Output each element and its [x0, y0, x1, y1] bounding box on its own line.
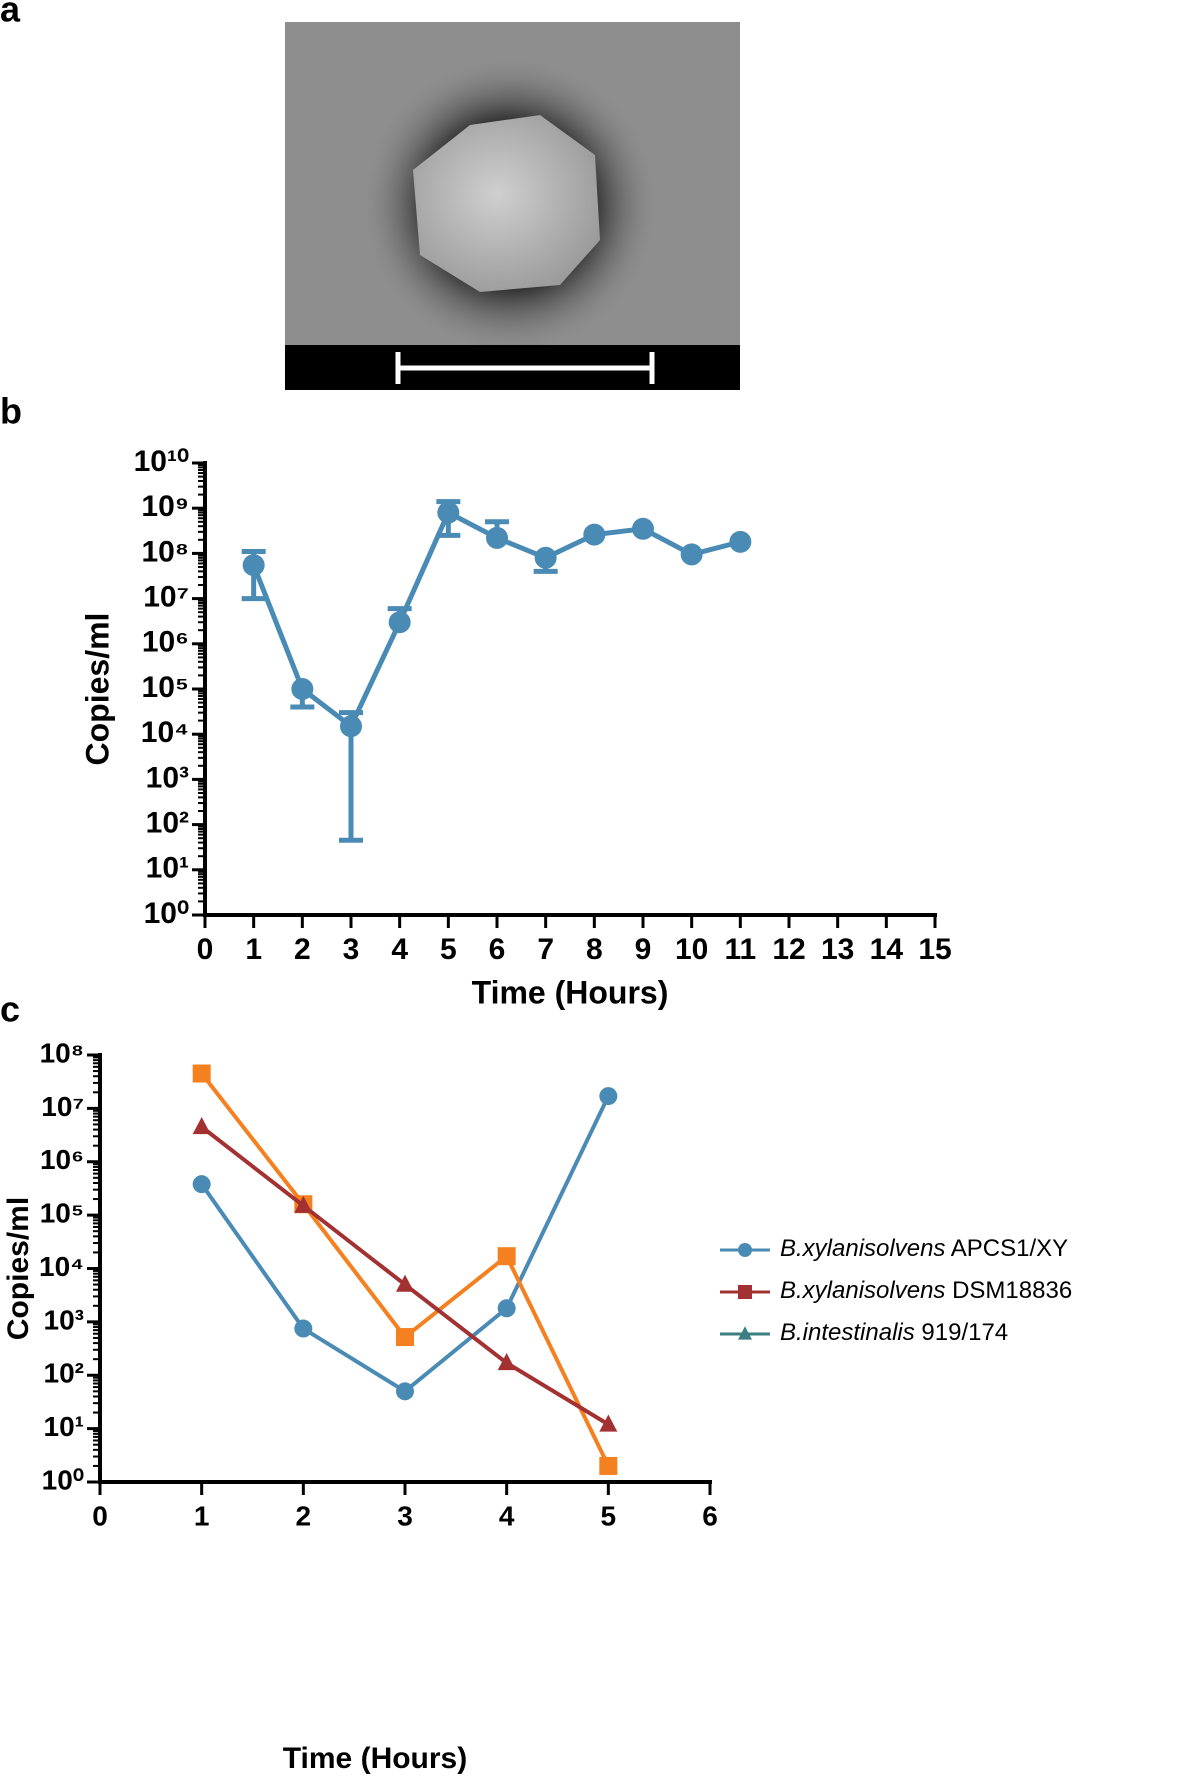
series-line [200, 1095, 611, 1394]
point [396, 1328, 414, 1347]
point [632, 517, 654, 540]
x-tick-label: 8 [586, 933, 603, 966]
y-axis-title: Copies/ml [79, 613, 115, 766]
point [388, 611, 411, 634]
x-tick-label: 0 [92, 1500, 108, 1531]
x-tick-label: 5 [440, 933, 457, 966]
y-tick-label: 10⁰ [144, 897, 189, 930]
y-tick-label: 10⁸ [40, 1037, 84, 1068]
point [497, 1299, 516, 1318]
legend-label: B.intestinalis 919/174 [780, 1319, 1008, 1346]
point [599, 1087, 618, 1106]
y-tick-label: 10⁰ [42, 1464, 84, 1495]
point [497, 1247, 516, 1266]
legend-marker [738, 1285, 752, 1299]
x-tick-label: 4 [499, 1500, 515, 1531]
panel-label: a [0, 0, 21, 30]
legend-label: B.xylanisolvens DSM18836 [780, 1277, 1072, 1304]
y-tick-label: 10² [146, 807, 189, 840]
x-tick-label: 6 [702, 1500, 718, 1531]
point [437, 501, 460, 524]
point [599, 1414, 618, 1432]
x-axis-title: Time (Hours) [283, 1742, 467, 1775]
point [294, 1319, 313, 1338]
x-tick-label: 9 [635, 933, 652, 966]
y-tick-label: 10⁴ [141, 716, 189, 749]
point [242, 554, 265, 577]
x-tick-label: 3 [343, 933, 360, 966]
point [340, 715, 362, 738]
x-tick-label: 12 [772, 933, 805, 966]
x-tick-label: 2 [296, 1500, 312, 1531]
point [192, 1064, 211, 1083]
point [497, 1353, 516, 1371]
y-tick-label: 10³ [146, 761, 189, 794]
x-tick-label: 6 [489, 933, 506, 966]
y-tick-label: 10¹ [146, 852, 189, 885]
y-tick-label: 10⁷ [41, 1091, 84, 1122]
point [599, 1456, 618, 1475]
point [291, 678, 314, 700]
y-tick-label: 10⁶ [142, 626, 189, 659]
point [192, 1116, 211, 1135]
x-tick-label: 0 [197, 933, 214, 966]
x-tick-label: 7 [537, 933, 554, 966]
panel-label: c [0, 989, 20, 1030]
point [396, 1274, 414, 1292]
y-tick-label: 10⁷ [143, 581, 189, 614]
y-tick-label: 10⁶ [40, 1144, 84, 1175]
point [192, 1175, 211, 1194]
x-tick-label: 13 [821, 933, 854, 966]
point [486, 526, 508, 549]
y-tick-label: 10¹ [44, 1411, 84, 1442]
y-tick-label: 10³ [44, 1304, 84, 1335]
point [534, 546, 557, 569]
point [294, 1195, 313, 1213]
point [680, 543, 703, 566]
x-tick-label: 1 [245, 933, 262, 966]
y-tick-label: 10² [44, 1358, 84, 1389]
y-axis-title: Copies/ml [2, 1197, 35, 1340]
y-tick-label: 10⁴ [39, 1251, 84, 1282]
x-tick-label: 14 [870, 933, 904, 966]
x-tick-label: 4 [391, 933, 408, 966]
micrograph [285, 22, 740, 390]
y-tick-label: 10⁹ [141, 490, 189, 523]
x-tick-label: 5 [601, 1500, 617, 1531]
y-tick-label: 10¹⁰ [134, 445, 189, 478]
legend-marker [738, 1243, 752, 1257]
y-tick-label: 10⁵ [142, 671, 189, 704]
x-tick-label: 2 [294, 933, 311, 966]
legend-marker [738, 1326, 752, 1340]
point [396, 1382, 414, 1401]
x-tick-label: 10 [675, 933, 708, 966]
legend-label: B.xylanisolvens APCS1/XY [780, 1235, 1068, 1262]
point [729, 530, 752, 553]
x-axis-title: Time (Hours) [472, 974, 669, 1010]
x-tick-label: 1 [194, 1500, 210, 1531]
panel-label: b [0, 391, 22, 432]
y-tick-label: 10⁵ [40, 1198, 84, 1229]
x-tick-label: 11 [724, 933, 756, 966]
y-tick-label: 10⁸ [141, 535, 189, 568]
x-tick-label: 3 [397, 1500, 413, 1531]
x-tick-label: 15 [918, 933, 951, 966]
point [583, 523, 606, 546]
